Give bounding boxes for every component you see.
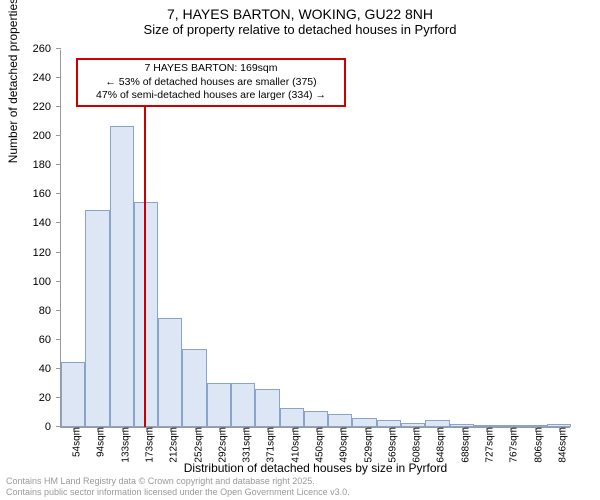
x-tick: 806sqm [525, 427, 544, 463]
y-tick: 220 [33, 101, 61, 113]
y-tick: 260 [33, 43, 61, 55]
x-tick-mark [146, 427, 147, 432]
bar [134, 202, 158, 427]
x-tick: 410sqm [282, 427, 301, 463]
bar [158, 318, 182, 427]
bar [255, 389, 279, 427]
bar [61, 362, 85, 427]
subtitle: Size of property relative to detached ho… [0, 22, 600, 37]
plot-area: Number of detached properties Distributi… [60, 50, 570, 428]
x-tick-mark [316, 427, 317, 432]
bar [328, 414, 352, 427]
bar [280, 408, 304, 427]
y-tick: 60 [39, 334, 61, 346]
x-tick-mark [486, 427, 487, 432]
x-tick: 450sqm [307, 427, 326, 463]
x-tick-mark [559, 427, 560, 432]
annotation-line: 47% of semi-detached houses are larger (… [84, 89, 338, 103]
y-tick-mark [56, 222, 61, 223]
y-tick-mark [56, 164, 61, 165]
y-tick-mark [56, 77, 61, 78]
bar [207, 383, 231, 427]
bar [304, 411, 328, 427]
bar [110, 126, 134, 427]
bar [425, 420, 449, 427]
x-tick: 212sqm [161, 427, 180, 463]
x-tick: 727sqm [477, 427, 496, 463]
y-tick-mark [56, 48, 61, 49]
y-tick: 20 [39, 392, 61, 404]
x-tick-mark [510, 427, 511, 432]
x-tick-mark [170, 427, 171, 432]
annotation-box: 7 HAYES BARTON: 169sqm← 53% of detached … [76, 58, 346, 107]
y-tick-mark [56, 193, 61, 194]
y-tick: 120 [33, 247, 61, 259]
x-tick-mark [437, 427, 438, 432]
x-tick: 133sqm [112, 427, 131, 463]
y-tick: 80 [39, 305, 61, 317]
footer-line2: Contains public sector information licen… [6, 487, 350, 498]
bar [182, 349, 206, 428]
x-tick-mark [462, 427, 463, 432]
x-tick-mark [340, 427, 341, 432]
footer: Contains HM Land Registry data © Crown c… [6, 476, 350, 498]
y-tick-mark [56, 135, 61, 136]
bar [85, 210, 109, 427]
marker-line [144, 72, 146, 427]
y-tick-mark [56, 310, 61, 311]
y-tick-mark [56, 281, 61, 282]
y-tick: 240 [33, 72, 61, 84]
x-tick: 767sqm [501, 427, 520, 463]
y-tick: 100 [33, 276, 61, 288]
x-tick: 688sqm [452, 427, 471, 463]
x-tick-mark [97, 427, 98, 432]
y-tick: 140 [33, 217, 61, 229]
x-tick-mark [292, 427, 293, 432]
x-tick: 608sqm [404, 427, 423, 463]
y-tick-mark [56, 339, 61, 340]
x-tick-mark [535, 427, 536, 432]
footer-line1: Contains HM Land Registry data © Crown c… [6, 476, 350, 487]
x-tick: 173sqm [137, 427, 156, 463]
x-tick-mark [389, 427, 390, 432]
x-tick: 252sqm [185, 427, 204, 463]
x-tick-mark [219, 427, 220, 432]
y-tick-mark [56, 106, 61, 107]
x-tick-mark [267, 427, 268, 432]
y-tick: 0 [45, 421, 61, 433]
x-tick: 648sqm [428, 427, 447, 463]
chart-container: Number of detached properties Distributi… [60, 50, 570, 428]
x-tick-mark [195, 427, 196, 432]
y-tick: 40 [39, 363, 61, 375]
x-tick-mark [365, 427, 366, 432]
y-tick: 200 [33, 130, 61, 142]
bar [377, 420, 401, 427]
bar [231, 383, 255, 427]
x-tick: 569sqm [379, 427, 398, 463]
x-tick-mark [243, 427, 244, 432]
x-tick: 331sqm [234, 427, 253, 463]
x-tick-mark [413, 427, 414, 432]
x-tick: 529sqm [355, 427, 374, 463]
y-tick: 160 [33, 188, 61, 200]
title-area: 7, HAYES BARTON, WOKING, GU22 8NH Size o… [0, 0, 600, 37]
bar [352, 418, 376, 427]
annotation-line: ← 53% of detached houses are smaller (37… [84, 76, 338, 90]
y-tick: 180 [33, 159, 61, 171]
x-tick: 371sqm [258, 427, 277, 463]
main-title: 7, HAYES BARTON, WOKING, GU22 8NH [0, 6, 600, 22]
y-tick-mark [56, 252, 61, 253]
x-tick: 490sqm [331, 427, 350, 463]
x-axis-label: Distribution of detached houses by size … [184, 461, 447, 475]
x-tick: 846sqm [549, 427, 568, 463]
x-tick-mark [122, 427, 123, 432]
x-tick-mark [73, 427, 74, 432]
y-axis-label: Number of detached properties [6, 0, 20, 163]
x-tick: 292sqm [209, 427, 228, 463]
annotation-line: 7 HAYES BARTON: 169sqm [84, 62, 338, 76]
